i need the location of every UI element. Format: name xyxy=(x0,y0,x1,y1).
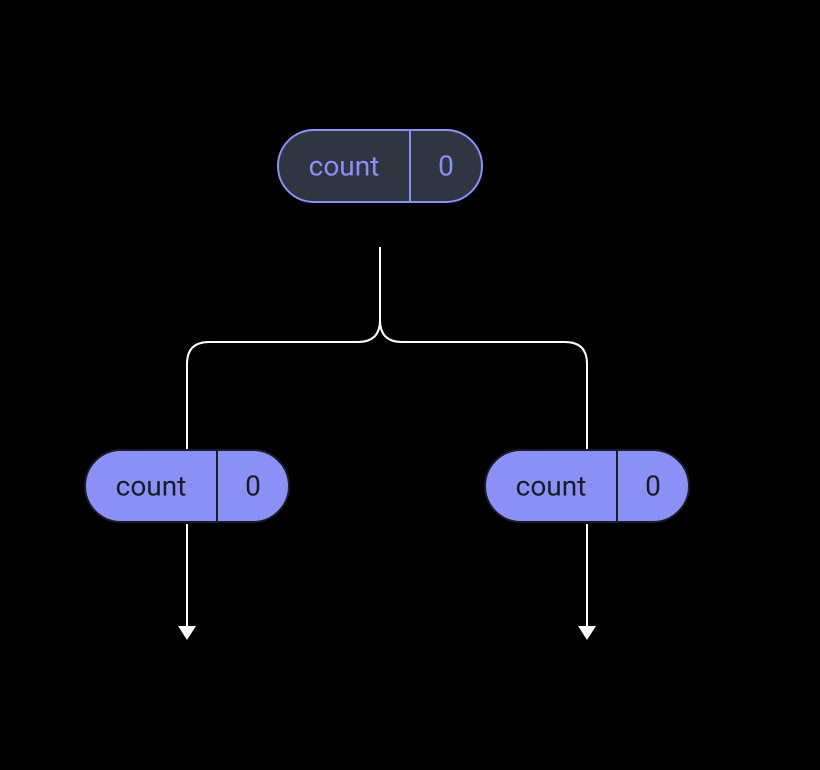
prop-pill-1: count 0 xyxy=(485,450,689,522)
root-state-pill: count 0 xyxy=(278,130,482,202)
node-child-1: MyButton xyxy=(460,645,715,735)
node-root-title: MyApp xyxy=(333,56,427,91)
root-state-pill-value: 0 xyxy=(438,150,454,183)
prop-pill-0-label: count xyxy=(116,470,187,503)
prop-pill-1-value: 0 xyxy=(645,470,661,503)
root-state-pill-label: count xyxy=(309,150,380,183)
prop-pill-0: count 0 xyxy=(85,450,289,522)
prop-pill-1-label: count xyxy=(516,470,587,503)
node-child-0-title: MyButton xyxy=(123,673,252,708)
node-child-0: MyButton xyxy=(60,645,315,735)
prop-pill-0-value: 0 xyxy=(245,470,261,503)
node-child-1-title: MyButton xyxy=(523,673,652,708)
